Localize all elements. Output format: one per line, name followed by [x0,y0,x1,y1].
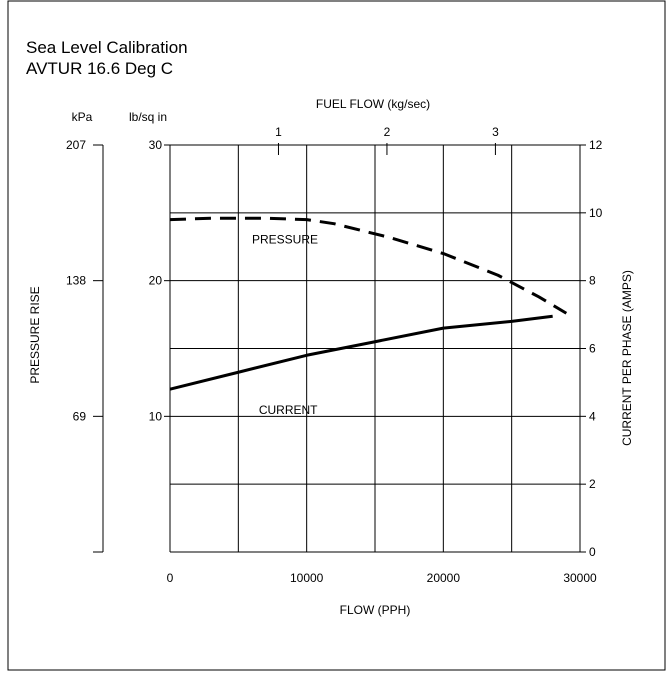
psi-tick-label: 30 [149,138,163,152]
psi-tick-label: 10 [149,409,163,423]
amps-tick-label: 0 [589,545,596,559]
x-tick-label: 20000 [427,571,461,585]
amps-tick-label: 2 [589,477,596,491]
amps-tick-label: 4 [589,409,596,423]
x-axis-title: FLOW (PPH) [340,603,411,617]
title-line-2: AVTUR 16.6 Deg C [26,59,173,78]
top-axis-tick-label: 1 [275,125,282,139]
title-line-1: Sea Level Calibration [26,38,188,57]
figure-border [7,0,666,671]
kpa-tick-label: 69 [73,409,87,423]
amps-tick-label: 8 [589,274,596,288]
pressure-curve [169,216,568,315]
pressure-curve-label: PRESSURE [252,232,318,246]
kpa-unit-label: kPa [72,110,93,124]
psi-tick-label: 20 [149,274,163,288]
top-axis-title: FUEL FLOW (kg/sec) [316,97,430,111]
x-tick-label: 0 [167,571,174,585]
amps-tick-label: 12 [589,138,603,152]
x-tick-label: 30000 [563,571,597,585]
grid [169,144,581,553]
amps-tick-label: 10 [589,206,603,220]
kpa-tick-label: 138 [66,274,86,288]
left-axis-title: PRESSURE RISE [28,286,42,383]
amps-tick-label: 6 [589,342,596,356]
psi-unit-label: lb/sq in [129,110,167,124]
kpa-tick-label: 207 [66,138,86,152]
axes [93,143,586,553]
x-tick-label: 10000 [290,571,324,585]
current-curve [169,314,553,391]
series [169,216,568,391]
current-curve-label: CURRENT [259,403,318,417]
right-axis-title: CURRENT PER PHASE (AMPS) [620,270,634,446]
top-axis-tick-label: 3 [492,125,499,139]
top-axis-tick-label: 2 [384,125,391,139]
